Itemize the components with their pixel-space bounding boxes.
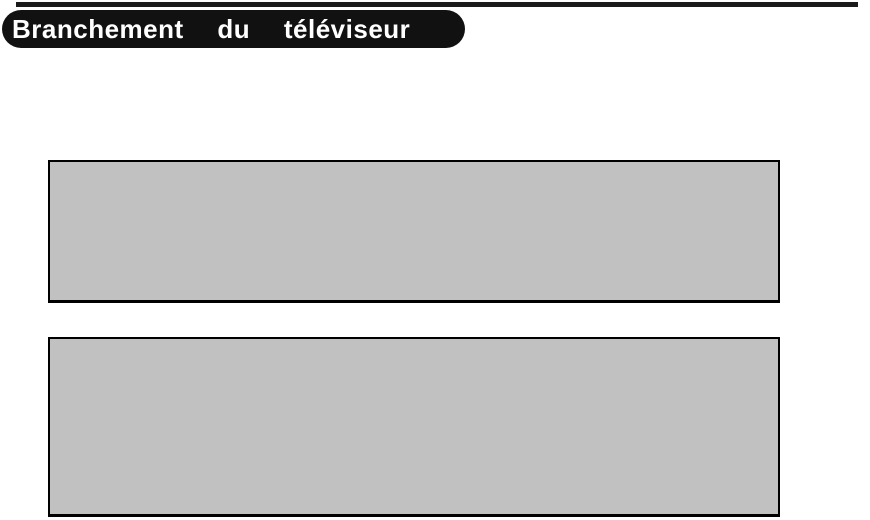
figure-placeholder-bottom (48, 337, 780, 517)
section-title: Branchement du téléviseur (12, 14, 411, 44)
figure-placeholder-top (48, 160, 780, 303)
header-rule (16, 2, 858, 7)
section-title-banner: Branchement du téléviseur (2, 10, 465, 48)
